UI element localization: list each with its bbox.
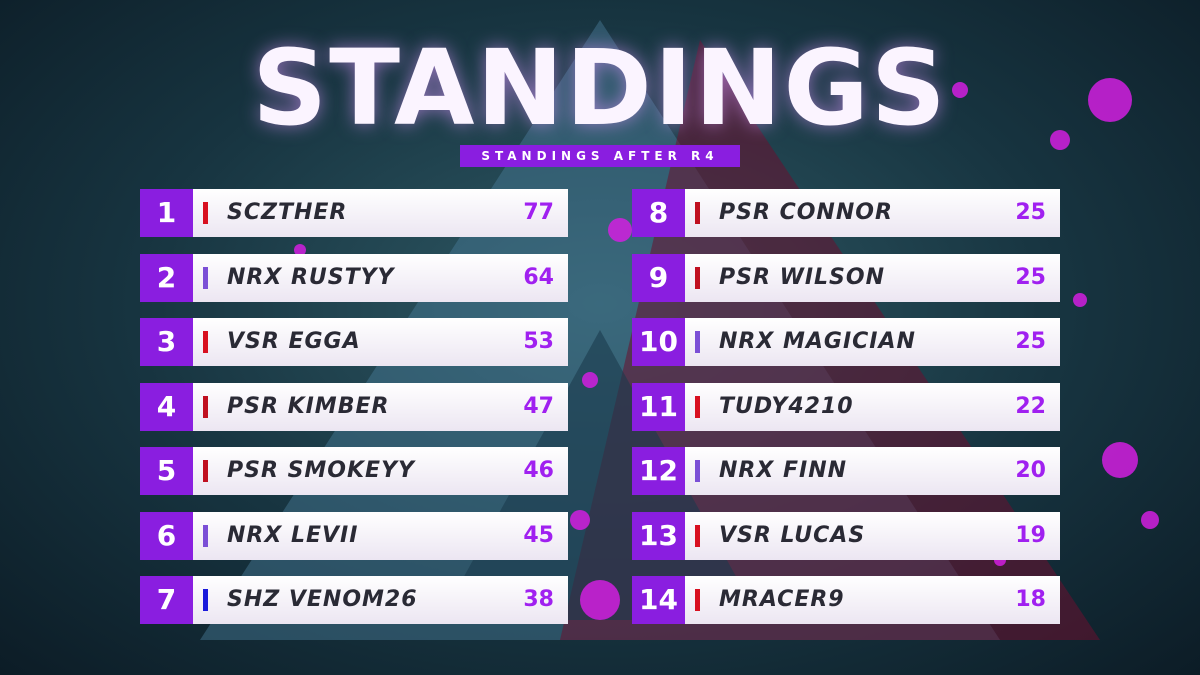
team-color-tag xyxy=(695,589,700,611)
standing-row: 11 TUDY4210 22 xyxy=(632,382,1060,431)
player-card: PSR CONNOR 25 xyxy=(685,189,1060,237)
standing-row: 7 SHZ VENOM26 38 xyxy=(140,576,568,624)
points: 25 xyxy=(1015,264,1046,290)
rank: 3 xyxy=(140,318,193,366)
player-name: PSR KIMBER xyxy=(227,393,390,419)
team-color-tag xyxy=(695,524,700,547)
standing-row: 8 PSR CONNOR 25 xyxy=(632,189,1060,237)
points: 38 xyxy=(523,587,554,612)
standing-row: 3 VSR EGGA 53 xyxy=(140,318,568,366)
points: 47 xyxy=(523,393,554,419)
team-color-tag xyxy=(695,395,700,418)
player-card: NRX MAGICIAN 25 xyxy=(685,318,1060,366)
standing-row: 14 MRACER9 18 xyxy=(632,576,1060,624)
points: 53 xyxy=(523,329,554,354)
player-name: PSR CONNOR xyxy=(719,200,893,225)
standing-row: 2 NRX RUSTYY 64 xyxy=(140,253,568,302)
points: 22 xyxy=(1015,393,1046,419)
player-name: VSR LUCAS xyxy=(719,522,866,548)
player-card: NRX RUSTYY 64 xyxy=(193,253,568,302)
team-color-tag xyxy=(695,460,700,482)
team-color-tag xyxy=(695,266,700,289)
rank: 13 xyxy=(632,511,685,560)
rank: 5 xyxy=(140,447,193,495)
player-name: TUDY4210 xyxy=(719,393,854,419)
player-card: PSR KIMBER 47 xyxy=(193,382,568,431)
subtitle: STANDINGS AFTER R4 xyxy=(460,145,740,167)
player-card: SCZTHER 77 xyxy=(193,189,568,237)
standing-row: 13 VSR LUCAS 19 xyxy=(632,511,1060,560)
player-name: NRX FINN xyxy=(719,458,848,483)
player-card: TUDY4210 22 xyxy=(685,382,1060,431)
standing-row: 10 NRX MAGICIAN 25 xyxy=(632,318,1060,366)
player-card: NRX LEVII 45 xyxy=(193,511,568,560)
rank: 2 xyxy=(140,253,193,302)
standing-row: 4 PSR KIMBER 47 xyxy=(140,382,568,431)
player-card: PSR SMOKEYY 46 xyxy=(193,447,568,495)
rank: 10 xyxy=(632,318,685,366)
points: 25 xyxy=(1015,329,1046,354)
team-color-tag xyxy=(203,460,208,482)
standing-row: 5 PSR SMOKEYY 46 xyxy=(140,447,568,495)
team-color-tag xyxy=(203,395,208,418)
player-name: PSR SMOKEYY xyxy=(227,458,415,483)
points: 77 xyxy=(523,200,554,225)
standing-row: 1 SCZTHER 77 xyxy=(140,189,568,237)
player-card: PSR WILSON 25 xyxy=(685,253,1060,302)
points: 64 xyxy=(523,264,554,290)
player-name: PSR WILSON xyxy=(719,264,885,290)
points: 45 xyxy=(523,522,554,548)
player-name: NRX RUSTYY xyxy=(227,264,395,290)
player-name: NRX MAGICIAN xyxy=(719,329,916,354)
standing-row: 12 NRX FINN 20 xyxy=(632,447,1060,495)
rank: 12 xyxy=(632,447,685,495)
points: 46 xyxy=(523,458,554,483)
team-color-tag xyxy=(695,331,700,353)
rank: 14 xyxy=(632,576,685,624)
team-color-tag xyxy=(203,202,208,224)
rank: 1 xyxy=(140,189,193,237)
title: STANDINGS xyxy=(252,27,948,149)
rank: 6 xyxy=(140,511,193,560)
player-card: MRACER9 18 xyxy=(685,576,1060,624)
player-card: NRX FINN 20 xyxy=(685,447,1060,495)
player-name: SHZ VENOM26 xyxy=(227,587,418,612)
player-card: SHZ VENOM26 38 xyxy=(193,576,568,624)
standing-row: 9 PSR WILSON 25 xyxy=(632,253,1060,302)
points: 18 xyxy=(1015,587,1046,612)
player-name: SCZTHER xyxy=(227,200,348,225)
rank: 9 xyxy=(632,253,685,302)
points: 19 xyxy=(1015,522,1046,548)
points: 25 xyxy=(1015,200,1046,225)
player-card: VSR LUCAS 19 xyxy=(685,511,1060,560)
player-name: MRACER9 xyxy=(719,587,845,612)
team-color-tag xyxy=(203,589,208,611)
rank: 4 xyxy=(140,382,193,431)
team-color-tag xyxy=(203,266,208,289)
player-name: NRX LEVII xyxy=(227,522,359,548)
rank: 11 xyxy=(632,382,685,431)
team-color-tag xyxy=(203,524,208,547)
rank: 7 xyxy=(140,576,193,624)
player-name: VSR EGGA xyxy=(227,329,361,354)
standing-row: 6 NRX LEVII 45 xyxy=(140,511,568,560)
rank: 8 xyxy=(632,189,685,237)
player-card: VSR EGGA 53 xyxy=(193,318,568,366)
team-color-tag xyxy=(695,202,700,224)
points: 20 xyxy=(1015,458,1046,483)
team-color-tag xyxy=(203,331,208,353)
